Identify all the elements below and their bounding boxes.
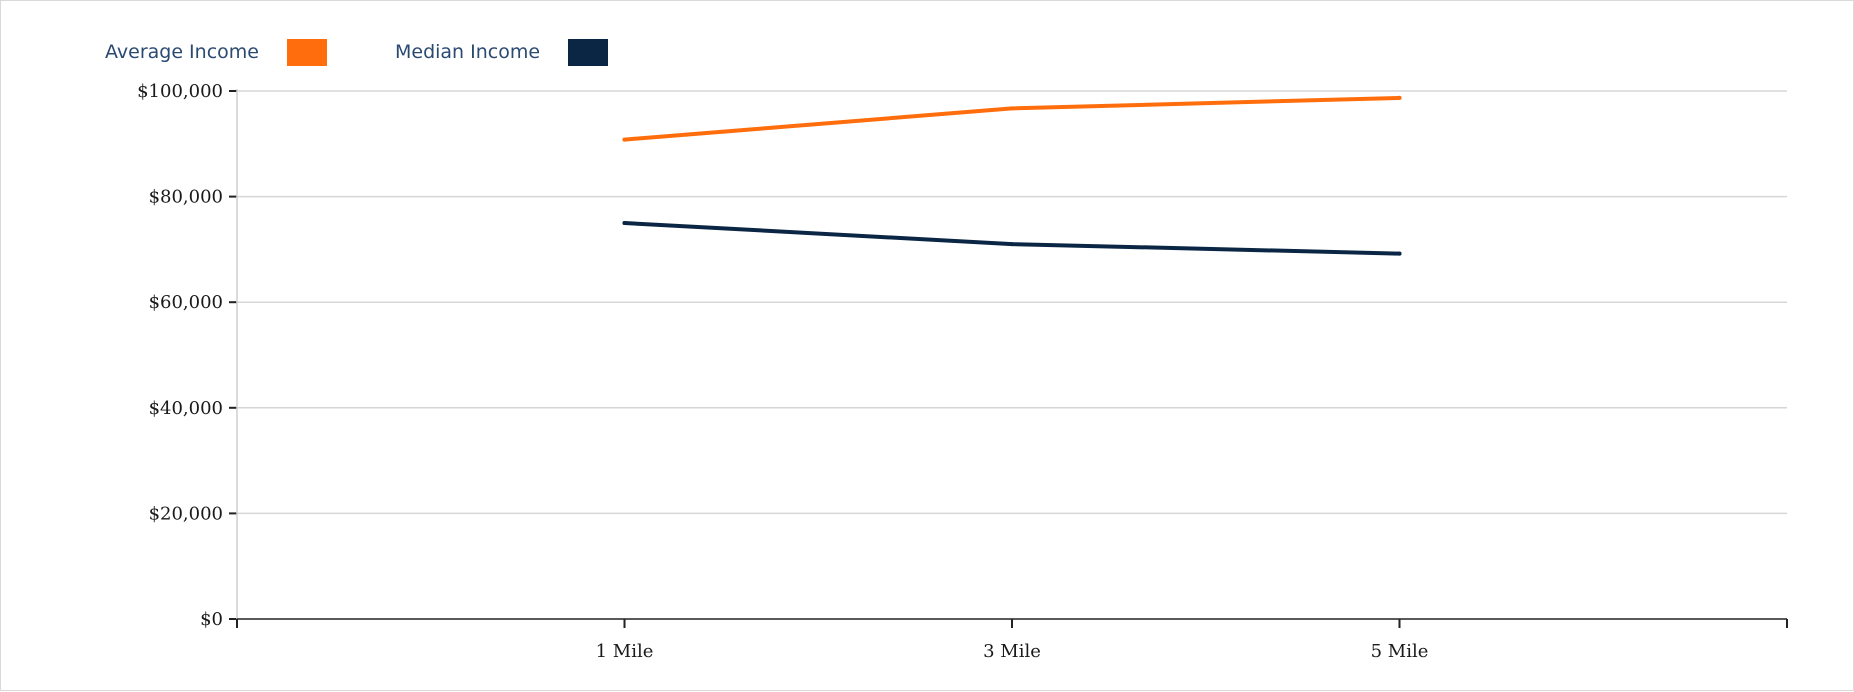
y-tick-label: $20,000 bbox=[149, 503, 223, 524]
data-point bbox=[622, 137, 627, 142]
x-tick-label: 3 Mile bbox=[983, 641, 1041, 662]
legend-item-average-income: Average Income bbox=[105, 38, 327, 66]
legend-swatch bbox=[286, 38, 327, 66]
legend-swatch bbox=[568, 38, 609, 66]
series-line-median-income bbox=[622, 221, 1402, 256]
y-tick-label: $80,000 bbox=[149, 187, 223, 208]
y-tick-label: $60,000 bbox=[149, 292, 223, 313]
legend-label: Average Income bbox=[105, 41, 259, 63]
x-tick-label: 5 Mile bbox=[1371, 641, 1429, 662]
legend: Average Income Median Income bbox=[105, 37, 676, 67]
data-point bbox=[1397, 251, 1402, 256]
data-point bbox=[622, 221, 627, 225]
series-line-average-income bbox=[622, 95, 1402, 142]
x-tick-label: 1 Mile bbox=[596, 641, 654, 662]
y-tick-label: $100,000 bbox=[137, 81, 223, 102]
y-tick-label: $40,000 bbox=[149, 398, 223, 419]
data-point bbox=[1010, 106, 1014, 111]
legend-label: Median Income bbox=[394, 41, 541, 63]
y-tick-label: $0 bbox=[200, 609, 223, 630]
data-point bbox=[1010, 242, 1014, 247]
data-point bbox=[1397, 95, 1402, 100]
legend-item-median-income: Median Income bbox=[394, 38, 609, 66]
